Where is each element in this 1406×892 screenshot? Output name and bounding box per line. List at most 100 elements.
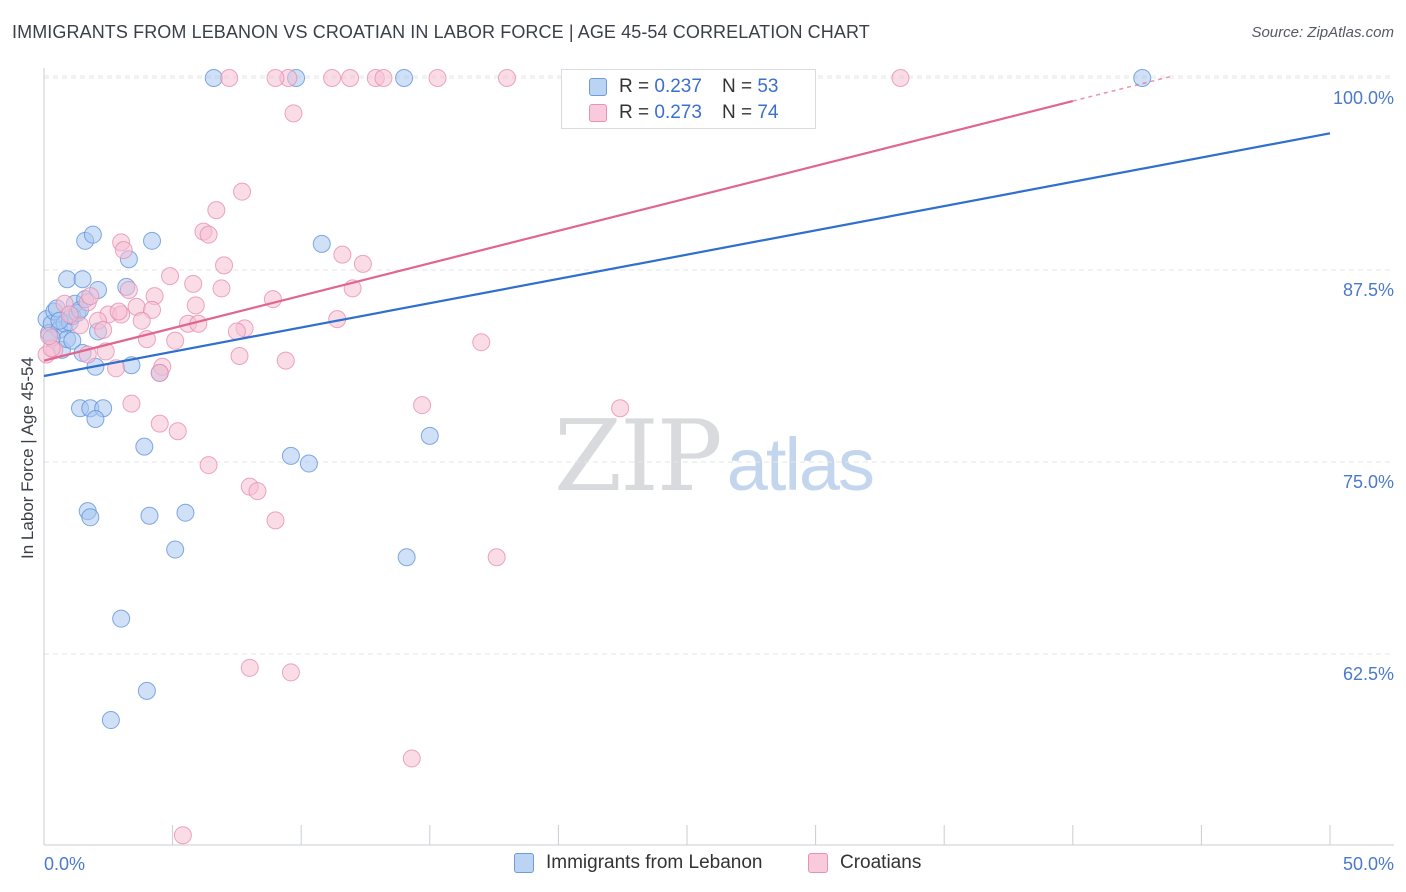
r-value: 0.273 xyxy=(654,102,702,123)
croatians-point xyxy=(207,201,226,220)
croatians-point xyxy=(122,394,141,413)
croatians-point xyxy=(168,422,187,441)
lebanon-point xyxy=(166,540,185,559)
y-tick-label: 75.0% xyxy=(1343,472,1394,492)
croatians-point xyxy=(323,69,342,87)
lebanon-point xyxy=(63,331,82,350)
croatians-point xyxy=(109,302,128,321)
source-label: Source: ZipAtlas.com xyxy=(1251,24,1394,41)
tick-label-layer: 62.5% 75.0% 87.5% 100.0% 0.0% 50.0% xyxy=(44,88,1394,874)
n-value: 74 xyxy=(757,102,779,123)
croatians-point xyxy=(161,267,180,286)
y-tick-label: 87.5% xyxy=(1343,280,1394,300)
y-tick-label: 62.5% xyxy=(1343,664,1394,684)
legend-item-croatians[interactable]: Croatians xyxy=(808,852,921,874)
r-value: 0.237 xyxy=(654,76,702,97)
croatians-point xyxy=(240,658,259,677)
croatians-point xyxy=(119,280,138,299)
lebanon-point xyxy=(143,231,162,250)
series-croatians-points xyxy=(37,69,910,845)
croatians-point xyxy=(150,414,169,433)
croatians-point xyxy=(212,279,231,298)
x-tick-label: 0.0% xyxy=(44,854,85,874)
watermark-zip: ZIP xyxy=(554,400,723,514)
croatians-point xyxy=(215,256,234,275)
croatians-point xyxy=(353,254,372,273)
croatians-point xyxy=(40,327,59,346)
series-legend: Immigrants from Lebanon Croatians xyxy=(0,852,1406,878)
croatians-point xyxy=(266,69,285,87)
chart-title: IMMIGRANTS FROM LEBANON VS CROATIAN IN L… xyxy=(12,22,870,42)
n-label: N = xyxy=(721,76,753,97)
croatians-point xyxy=(150,363,169,382)
croatians-point xyxy=(428,69,447,87)
lebanon-swatch xyxy=(589,78,607,96)
lebanon-point xyxy=(83,225,102,244)
lebanon-swatch xyxy=(514,853,534,873)
croatians-point xyxy=(184,274,203,293)
croatians-point xyxy=(333,245,352,264)
croatians-point xyxy=(413,396,432,415)
croatians-point xyxy=(472,333,491,352)
croatians-point xyxy=(284,104,303,123)
lebanon-point xyxy=(281,446,300,465)
lebanon-point xyxy=(1133,69,1152,87)
lebanon-trend-line xyxy=(43,132,1331,378)
legend-label-lebanon: Immigrants from Lebanon xyxy=(546,852,763,873)
croatians-swatch xyxy=(589,104,607,122)
croatians-point xyxy=(891,69,910,87)
croatians-point xyxy=(81,287,100,306)
croatians-point xyxy=(266,511,285,530)
lebanon-point xyxy=(86,409,105,428)
stats-legend-row-lebanon: R = 0.237 N = 53 xyxy=(562,74,778,100)
lebanon-point xyxy=(395,69,414,87)
y-tick-label: 100.0% xyxy=(1333,88,1394,108)
croatians-point xyxy=(220,69,239,87)
n-value: 53 xyxy=(757,76,779,97)
croatians-point xyxy=(166,331,185,350)
croatians-trend-extension xyxy=(1072,75,1173,102)
croatians-point xyxy=(199,456,218,475)
croatians-point xyxy=(233,182,252,201)
croatians-point xyxy=(487,548,506,567)
lebanon-point xyxy=(73,270,92,289)
stats-legend: R = 0.237 N = 53 R = 0.273 N = 74 xyxy=(561,69,816,129)
lebanon-point xyxy=(112,609,131,628)
croatians-point xyxy=(173,826,192,845)
croatians-point xyxy=(611,399,630,418)
stats-legend-row-croatians: R = 0.273 N = 74 xyxy=(562,100,778,126)
lebanon-point xyxy=(204,69,223,87)
n-label: N = xyxy=(721,102,753,123)
croatians-point xyxy=(281,663,300,682)
croatians-point xyxy=(248,482,267,501)
legend-label-croatians: Croatians xyxy=(840,852,922,873)
lebanon-point xyxy=(101,711,120,730)
croatians-point xyxy=(114,241,133,260)
r-label: R = xyxy=(619,102,650,123)
lebanon-point xyxy=(299,454,318,473)
lebanon-point xyxy=(312,234,331,253)
legend-item-lebanon[interactable]: Immigrants from Lebanon xyxy=(514,852,763,874)
r-label: R = xyxy=(619,76,650,97)
lebanon-point xyxy=(397,548,416,567)
croatians-point xyxy=(230,347,249,366)
lebanon-point xyxy=(420,426,439,445)
lebanon-point xyxy=(58,270,77,289)
lebanon-point xyxy=(176,503,195,522)
watermark: ZIPatlas xyxy=(554,400,875,514)
croatians-point xyxy=(341,69,360,87)
croatians-point xyxy=(199,225,218,244)
watermark-atlas: atlas xyxy=(726,423,875,506)
grid-layer xyxy=(44,75,1394,655)
croatians-point xyxy=(402,749,421,768)
croatians-trend-line xyxy=(43,99,1074,362)
lebanon-point xyxy=(135,437,154,456)
lebanon-point xyxy=(140,506,159,525)
lebanon-point xyxy=(137,681,156,700)
lebanon-point xyxy=(81,508,100,527)
croatians-point xyxy=(60,305,79,324)
croatians-point xyxy=(186,296,205,315)
croatians-point xyxy=(276,351,295,370)
croatians-point xyxy=(94,320,113,339)
